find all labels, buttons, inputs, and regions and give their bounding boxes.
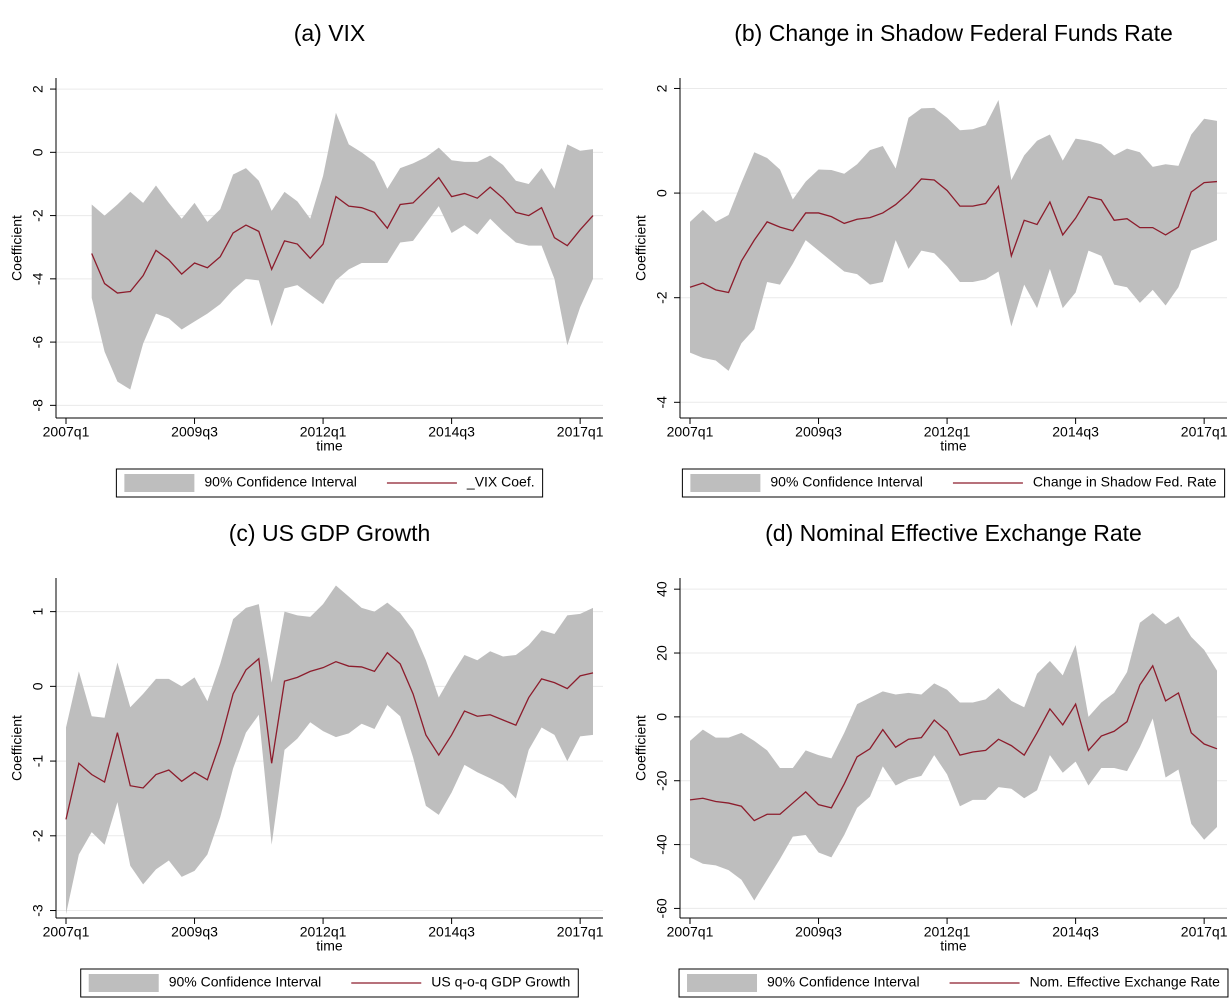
x-tick-label: 2009q3 xyxy=(171,924,218,940)
x-axis-label: time xyxy=(940,438,967,454)
x-axis-label: time xyxy=(316,938,343,954)
legend-box xyxy=(115,468,544,498)
y-tick-label: -2 xyxy=(30,209,46,222)
panel: (b) Change in Shadow Federal Funds Rate -… xyxy=(633,20,1228,498)
series-line xyxy=(65,651,594,820)
x-tick-label: 2017q1 xyxy=(1181,424,1228,440)
panel: (c) US GDP Growth -3 -2 -1 0 1 2007q1 2009q3 201… xyxy=(9,520,604,998)
confidence-band xyxy=(690,613,1217,901)
series-line xyxy=(689,664,1218,822)
y-tick-label: -60 xyxy=(654,898,670,918)
y-tick-label: -2 xyxy=(30,829,46,842)
panel-title: (a) VIX xyxy=(294,20,366,46)
x-tick-label: 2007q1 xyxy=(43,924,90,940)
x-tick-label: 2009q3 xyxy=(171,424,218,440)
legend-label: 90% Confidence Interval xyxy=(169,974,322,990)
y-tick-label: -20 xyxy=(654,770,670,790)
y-tick-label: 0 xyxy=(654,713,670,721)
y-tick-label: -40 xyxy=(654,834,670,854)
y-axis-label: Coefficient xyxy=(9,215,25,281)
y-tick-label: 0 xyxy=(30,148,46,156)
y-tick-label: 40 xyxy=(654,581,670,597)
y-axis-label: Coefficient xyxy=(633,215,649,281)
legend-label: Nom. Effective Exchange Rate xyxy=(1030,974,1221,990)
legend-label: 90% Confidence Interval xyxy=(770,474,923,490)
x-tick-label: 2009q3 xyxy=(795,924,842,940)
legend-label: US q-o-q GDP Growth xyxy=(431,974,570,990)
y-tick-label: 0 xyxy=(30,682,46,690)
y-tick-label: -6 xyxy=(30,336,46,349)
legend-key xyxy=(88,974,159,992)
panel-title: (b) Change in Shadow Federal Funds Rate xyxy=(734,20,1173,46)
x-tick-label: 2012q1 xyxy=(300,424,347,440)
y-tick-label: 2 xyxy=(30,85,46,93)
y-tick-label: -4 xyxy=(30,272,46,285)
x-tick-label: 2014q3 xyxy=(428,424,475,440)
y-tick-label: 2 xyxy=(654,84,670,92)
x-tick-label: 2007q1 xyxy=(667,424,714,440)
x-tick-label: 2017q1 xyxy=(557,924,604,940)
legend-key xyxy=(690,474,761,492)
x-axis-label: time xyxy=(940,938,967,954)
y-axis-label: Coefficient xyxy=(633,715,649,781)
legend: 90% Confidence Interval Change in Shadow … xyxy=(681,468,1226,498)
legend-box xyxy=(80,968,579,998)
confidence-band xyxy=(66,585,593,915)
series-line xyxy=(689,178,1218,294)
x-tick-label: 2012q1 xyxy=(300,924,347,940)
x-tick-label: 2007q1 xyxy=(667,924,714,940)
legend: 90% Confidence Interval US q-o-q GDP Grow… xyxy=(80,968,579,998)
y-tick-label: 20 xyxy=(654,645,670,661)
confidence-band xyxy=(91,112,594,390)
series-line xyxy=(91,176,594,294)
legend: 90% Confidence Interval Nom. Effective Ex… xyxy=(678,968,1229,998)
legend-label: _VIX Coef. xyxy=(466,474,535,490)
x-tick-label: 2012q1 xyxy=(924,424,971,440)
y-tick-label: -8 xyxy=(30,399,46,412)
y-tick-label: -1 xyxy=(30,755,46,768)
x-tick-label: 2012q1 xyxy=(924,924,971,940)
panel-title: (d) Nominal Effective Exchange Rate xyxy=(765,520,1142,546)
legend-label: Change in Shadow Fed. Rate xyxy=(1033,474,1217,490)
y-tick-label: 1 xyxy=(30,608,46,616)
y-tick-label: 0 xyxy=(654,189,670,197)
confidence-band xyxy=(690,99,1217,371)
legend-label: 90% Confidence Interval xyxy=(767,974,920,990)
legend: 90% Confidence Interval _VIX Coef. xyxy=(115,468,544,498)
y-tick-label: -3 xyxy=(30,904,46,917)
y-axis-label: Coefficient xyxy=(9,715,25,781)
x-tick-label: 2017q1 xyxy=(557,424,604,440)
x-tick-label: 2009q3 xyxy=(795,424,842,440)
x-tick-label: 2017q1 xyxy=(1181,924,1228,940)
y-tick-label: -2 xyxy=(654,291,670,304)
x-tick-label: 2014q3 xyxy=(1052,924,1099,940)
legend-key xyxy=(124,474,195,492)
x-tick-label: 2014q3 xyxy=(1052,424,1099,440)
x-tick-label: 2007q1 xyxy=(43,424,90,440)
panel: (a) VIX -8 -6 -4 -2 0 2 2007q1 2009q3 2012q1 2014q… xyxy=(9,20,604,498)
y-tick-label: -4 xyxy=(654,396,670,409)
legend-label: 90% Confidence Interval xyxy=(204,474,357,490)
panel: (d) Nominal Effective Exchange Rate -60 -4… xyxy=(633,520,1229,998)
x-axis-label: time xyxy=(316,438,343,454)
panel-title: (c) US GDP Growth xyxy=(229,520,431,546)
x-tick-label: 2014q3 xyxy=(428,924,475,940)
legend-key xyxy=(687,974,758,992)
